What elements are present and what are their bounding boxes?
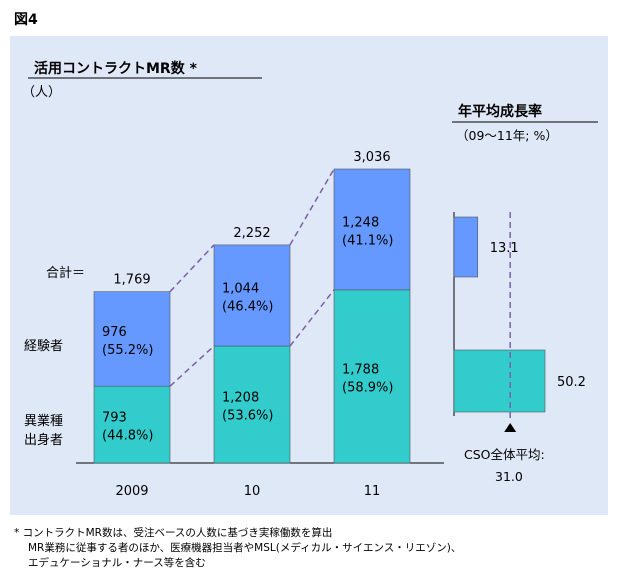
share-label: (58.9%) [342, 380, 393, 395]
data-label: 1,248 [342, 215, 379, 230]
footnote-line: * コントラクトMR数は、受注ベースの人数に基づき実稼働数を算出 [14, 527, 333, 539]
series-label-experienced: 経験者 [24, 339, 63, 354]
growth-title: 年平均成長率 [458, 103, 542, 120]
data-label: 976 [102, 325, 127, 340]
total-label: 2,252 [233, 226, 270, 241]
total-label: 3,036 [353, 150, 390, 165]
stacked-bars: 793 (44.8%) 976 (55.2%) 1,769 2009 1,208 (53.6%… [93, 150, 411, 499]
connector-line [169, 244, 215, 293]
growth-bar [453, 349, 546, 413]
total-label: 1,769 [113, 273, 150, 288]
chart-title: 活用コントラクトMR数 * [34, 60, 198, 77]
reference-value-label: 31.0 [495, 469, 523, 484]
growth-bars: 13.1 50.2 [453, 212, 586, 432]
growth-bar [453, 216, 479, 278]
x-tick-label: 10 [244, 484, 261, 499]
x-tick-label: 2009 [115, 484, 148, 499]
series-label-newcomer-line1: 異業種 [24, 413, 63, 429]
chart-canvas: 活用コントラクトMR数 * （人） 年平均成長率 （09～11年; %） 合計＝… [22, 60, 598, 499]
reference-marker-icon [504, 423, 517, 432]
bar-segment-newcomer [93, 385, 171, 464]
data-label: 1,208 [222, 391, 259, 406]
share-label: (46.4%) [222, 299, 273, 314]
growth-subtitle: （09～11年; %） [456, 128, 558, 143]
growth-value-label: 50.2 [557, 375, 586, 390]
bar-segment-newcomer [333, 289, 411, 464]
share-label: (44.8%) [102, 429, 153, 444]
connector-line [289, 168, 335, 246]
figure-label: 図4 [14, 12, 38, 28]
bar-segment-experienced [213, 244, 291, 347]
connector-line [289, 289, 335, 347]
reference-label: CSO全体平均: [464, 447, 545, 462]
x-tick-label: 11 [364, 484, 381, 499]
series-label-newcomer-line2: 出身者 [24, 432, 63, 448]
bar-segment-newcomer [213, 345, 291, 464]
total-prefix-label: 合計＝ [46, 265, 85, 281]
connector-line [169, 345, 215, 387]
chart-panel: 活用コントラクトMR数 * （人） 年平均成長率 （09～11年; %） 合計＝… [10, 36, 608, 515]
share-label: (53.6%) [222, 409, 273, 424]
data-label: 793 [102, 411, 127, 426]
unit-label: （人） [22, 85, 61, 100]
data-label: 1,044 [222, 281, 259, 296]
share-label: (55.2%) [102, 343, 153, 358]
footnote-line: エデュケーショナル・ナース等を含む [28, 557, 206, 569]
footnote-line: MR業務に従事する者のほか、医療機器担当者やMSL(メディカル・サイエンス・リエ… [28, 542, 462, 554]
share-label: (41.1%) [342, 233, 393, 248]
data-label: 1,788 [342, 362, 379, 377]
footnote: * コントラクトMR数は、受注ベースの人数に基づき実稼働数を算出 MR業務に従事… [14, 526, 461, 571]
bar-segment-experienced [93, 291, 171, 387]
growth-value-label: 13.1 [490, 241, 519, 256]
bar-segment-experienced [333, 168, 411, 291]
